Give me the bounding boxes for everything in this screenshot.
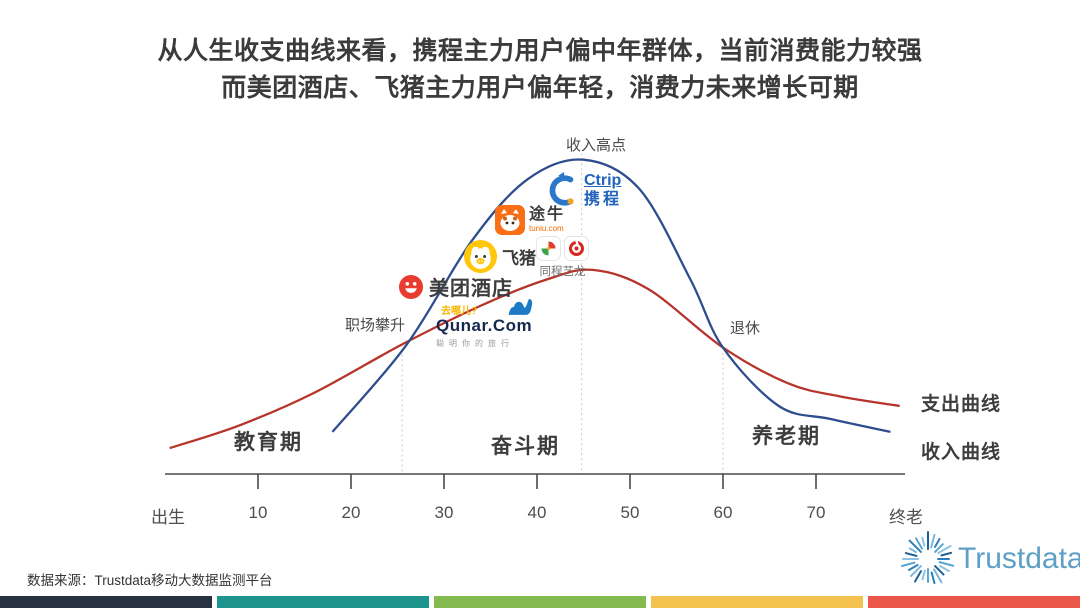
trustdata-sunburst-icon [900,531,955,585]
bottom-color-bars [0,596,1080,608]
sunburst-ray [934,565,945,576]
income-curve [331,158,891,434]
axis-label-death: 终老 [889,508,923,527]
sunburst-ray [900,561,916,567]
tuniu-wordmark: 途牛 tuniu.com [529,207,565,233]
meituan-hotel-label: 美团酒店 [429,278,513,300]
bottom-bar-segment [0,596,212,608]
sunburst-ray [910,565,922,577]
sunburst-ray [930,571,936,585]
sunburst-ray [921,536,926,547]
tongcheng-flower-icon [536,236,561,261]
ctrip-en-label: Ctrip [584,171,622,189]
sunburst-ray [930,533,936,549]
sunburst-ray [934,538,941,548]
qunar-wordmark: Qunar.Com [436,316,533,335]
sunburst-ray [939,565,950,572]
axis-label-birth: 出生 [151,508,185,527]
ctrip-wordmark: Ctrip 携程 [584,171,623,208]
bottom-bar-segment [217,596,429,608]
ctrip-cn-label: 携程 [584,190,623,208]
fliggy-name-label: 飞猪 [502,249,536,268]
fliggy-logo: 飞猪 [464,240,536,273]
fliggy-pig-icon [464,240,497,273]
sunburst-ray [907,564,919,571]
elong-rose-icon [564,236,589,261]
data-source-note: 数据来源：Trustdata移动大数据监测平台 [27,573,273,588]
bottom-bar-segment [868,596,1080,608]
sunburst-ray [904,552,918,557]
tuniu-logo: 途牛 tuniu.com [495,205,565,235]
expense-curve [169,268,900,450]
trustdata-wordmark: Trustdata [958,542,1080,575]
annotation-retire: 退休 [730,320,761,337]
sunburst-ray [915,537,923,550]
annotation-income-peak: 收入高点 [566,137,627,154]
legend-income-curve: 收入曲线 [921,442,1002,463]
sunburst-ray [938,561,955,567]
phase-label-education: 教育期 [234,431,303,454]
trustdata-logo: Trustdata [899,530,1080,588]
tongcheng-elong-logo: 同程艺龙 [536,236,589,279]
sunburst-ray [933,568,943,584]
qunar-slogan: 聪明你的旅行 [436,338,514,348]
bottom-bar-segment [651,596,863,608]
meituan-icon [399,274,423,299]
sunburst-ray [908,547,917,553]
tuniu-name-label: 途牛 [529,206,566,223]
sunburst-ray [934,543,944,553]
annotation-career-climb: 职场攀升 [345,317,406,334]
meituan-hotel-logo: 美团酒店 [399,272,513,301]
phase-label-retirement: 养老期 [752,425,821,448]
tongcheng-elong-label: 同程艺龙 [539,266,586,278]
qunar-logo: 去哪儿? Qunar.Com 聪明你的旅行 [436,298,542,349]
qunar-camel-icon [508,298,533,315]
title-line2: 而美团酒店、飞猪主力用户偏年轻，消费力未来增长可期 [221,74,859,102]
legend-expense-curve: 支出曲线 [921,394,1002,415]
ctrip-dolphin-icon [549,172,574,206]
tuniu-cow-icon [495,205,525,235]
tongcheng-elong-icons [536,236,589,261]
sunburst-ray [914,570,922,583]
qunar-cn-label: 去哪儿? [441,306,478,317]
page-title: 从人生收支曲线来看，携程主力用户偏中年群体，当前消费能力较强 而美团酒店、飞猪主… [0,33,1080,107]
title-line1: 从人生收支曲线来看，携程主力用户偏中年群体，当前消费能力较强 [157,37,923,65]
tuniu-domain-label: tuniu.com [529,224,564,233]
sunburst-ray [908,539,922,553]
ctrip-logo: Ctrip 携程 [544,172,622,208]
bottom-bar-segment [434,596,646,608]
phase-label-striving: 奋斗期 [491,435,560,458]
sunburst-ray [940,551,953,557]
sunburst-ray [921,569,926,581]
sunburst-ray [937,545,952,554]
